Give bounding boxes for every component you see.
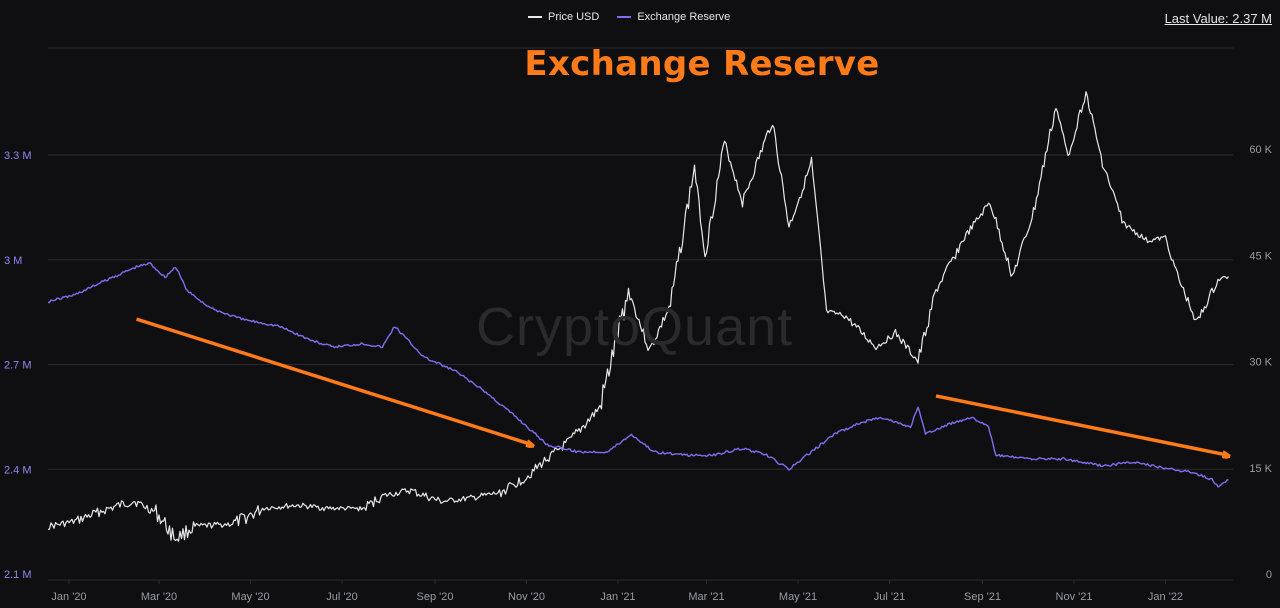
reserve-swatch — [617, 16, 632, 18]
price-swatch — [528, 16, 542, 18]
y-left-tick-label: 2.1 M — [4, 569, 32, 581]
x-tick-label: Jan '21 — [600, 591, 635, 603]
y-right-tick-label: 0 — [1266, 569, 1272, 581]
x-tick-label: Jan '20 — [51, 591, 86, 603]
chart-title: Exchange Reserve — [524, 44, 880, 84]
x-tick-label: Sep '21 — [964, 591, 1001, 603]
legend-item-price[interactable]: Price USD — [528, 11, 599, 23]
y-left-tick-label: 2.4 M — [4, 464, 32, 476]
chart-legend: Price USD Exchange Reserve — [528, 11, 730, 23]
watermark-logo: CryptoQuant — [476, 297, 794, 357]
x-tick-label: Jul '20 — [326, 591, 357, 603]
price-usd-line — [48, 91, 1229, 542]
trend-arrow-2021 — [935, 394, 1229, 455]
x-tick-label: Sep '20 — [417, 591, 454, 603]
trend-arrows — [135, 317, 1229, 455]
x-tick-label: May '21 — [779, 591, 817, 603]
legend-label-price: Price USD — [548, 11, 600, 23]
x-tick-label: Mar '20 — [141, 591, 177, 603]
legend-label-reserve: Exchange Reserve — [637, 11, 731, 23]
x-tick-label: May '20 — [231, 591, 269, 603]
x-tick-label: Nov '21 — [1056, 591, 1093, 603]
trend-arrow-2020 — [135, 317, 533, 445]
axis-labels: 2.1 M 2.4 M 2.7 M 3 M 3.3 M 0 15 K 30 K 45 K 60 K… — [4, 144, 1273, 603]
x-tick-label: Mar '21 — [688, 591, 724, 603]
series-lines — [48, 91, 1229, 542]
y-left-tick-label: 3.3 M — [4, 150, 32, 162]
last-value-readout[interactable]: Last Value: 2.37 M — [1164, 11, 1272, 26]
y-left-tick-label: 3 M — [4, 255, 22, 267]
x-tick-label: Jan '22 — [1148, 591, 1183, 603]
y-right-tick-label: 15 K — [1249, 463, 1272, 475]
y-right-tick-label: 30 K — [1249, 357, 1272, 369]
y-right-tick-label: 45 K — [1249, 250, 1272, 262]
y-right-tick-label: 60 K — [1249, 144, 1272, 156]
exchange-reserve-line — [48, 262, 1229, 488]
legend-item-reserve[interactable]: Exchange Reserve — [617, 11, 730, 23]
x-tick-label: Nov '20 — [508, 591, 545, 603]
y-left-tick-label: 2.7 M — [4, 360, 32, 372]
x-tick-label: Jul '21 — [874, 591, 905, 603]
gridlines — [48, 47, 1233, 581]
